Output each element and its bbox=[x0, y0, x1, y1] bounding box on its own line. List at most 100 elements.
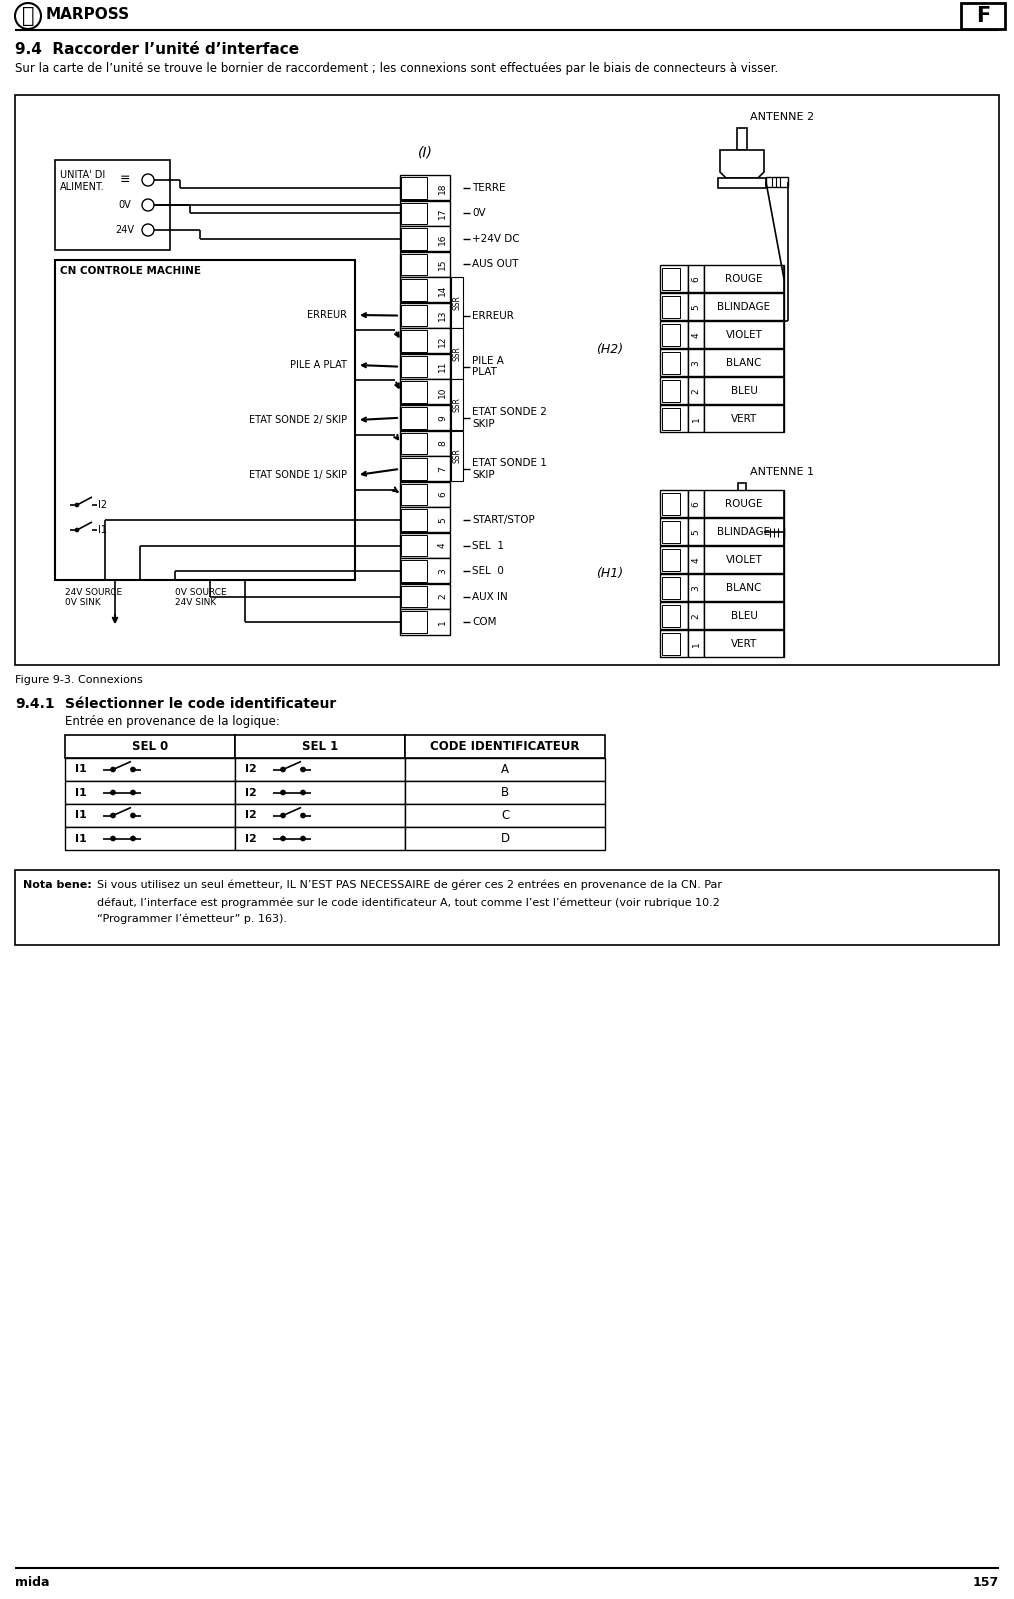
Bar bbox=[401, 305, 427, 326]
Bar bbox=[65, 827, 235, 851]
Text: 1: 1 bbox=[692, 641, 701, 648]
Circle shape bbox=[300, 812, 305, 819]
Bar bbox=[704, 630, 784, 657]
Bar bbox=[451, 277, 463, 328]
Circle shape bbox=[111, 768, 116, 772]
Bar bbox=[401, 229, 427, 249]
Bar bbox=[662, 492, 680, 515]
Bar bbox=[660, 574, 689, 601]
Bar bbox=[689, 489, 704, 516]
Text: 17: 17 bbox=[438, 208, 447, 219]
Bar bbox=[660, 489, 689, 516]
Bar bbox=[704, 489, 784, 516]
Bar bbox=[704, 265, 784, 293]
Text: Si vous utilisez un seul émetteur, IL N’EST PAS NECESSAIRE de gérer ces 2 entrée: Si vous utilisez un seul émetteur, IL N’… bbox=[97, 879, 722, 891]
Text: 11: 11 bbox=[438, 361, 447, 373]
Text: 13: 13 bbox=[438, 310, 447, 321]
Text: 15: 15 bbox=[438, 259, 447, 270]
Text: 24V SOURCE
0V SINK: 24V SOURCE 0V SINK bbox=[65, 588, 122, 608]
Circle shape bbox=[142, 198, 154, 211]
Circle shape bbox=[15, 3, 41, 29]
Text: SSR: SSR bbox=[452, 448, 461, 464]
Bar bbox=[704, 321, 784, 349]
Circle shape bbox=[111, 836, 116, 841]
Bar bbox=[400, 532, 450, 558]
Bar bbox=[689, 518, 704, 545]
Bar bbox=[55, 261, 355, 580]
Text: I2: I2 bbox=[245, 764, 257, 774]
Text: défaut, l’interface est programmée sur le code identificateur A, tout comme l’es: défaut, l’interface est programmée sur l… bbox=[97, 897, 720, 908]
Circle shape bbox=[75, 504, 79, 507]
Text: ETAT SONDE 1
SKIP: ETAT SONDE 1 SKIP bbox=[472, 457, 547, 480]
Text: 2: 2 bbox=[692, 612, 701, 619]
Bar bbox=[401, 203, 427, 224]
Text: 5: 5 bbox=[692, 529, 701, 536]
Circle shape bbox=[300, 790, 305, 795]
Bar bbox=[400, 379, 450, 405]
Text: ERREUR: ERREUR bbox=[472, 310, 514, 320]
Bar bbox=[662, 604, 680, 627]
Bar bbox=[401, 560, 427, 582]
Text: 0V: 0V bbox=[472, 208, 486, 219]
Bar bbox=[660, 377, 689, 405]
Bar bbox=[766, 177, 788, 187]
Text: ETAT SONDE 2
SKIP: ETAT SONDE 2 SKIP bbox=[472, 408, 547, 429]
Bar bbox=[401, 457, 427, 480]
Text: BLINDAGE: BLINDAGE bbox=[718, 528, 771, 537]
Bar bbox=[400, 328, 450, 353]
Bar bbox=[400, 353, 450, 379]
Bar bbox=[660, 518, 689, 545]
Bar bbox=[401, 483, 427, 505]
Bar bbox=[689, 601, 704, 628]
Bar bbox=[704, 293, 784, 320]
Text: 2: 2 bbox=[438, 593, 447, 600]
Bar bbox=[737, 128, 747, 150]
Text: PILE A
PLAT: PILE A PLAT bbox=[472, 357, 504, 377]
Text: 1: 1 bbox=[692, 416, 701, 422]
Text: B: B bbox=[501, 787, 509, 800]
Text: 16: 16 bbox=[438, 233, 447, 245]
Text: (H2): (H2) bbox=[596, 342, 624, 355]
Circle shape bbox=[111, 790, 116, 795]
Bar bbox=[401, 357, 427, 377]
Bar bbox=[401, 611, 427, 633]
Text: (H1): (H1) bbox=[596, 568, 624, 580]
Text: A: A bbox=[501, 763, 509, 776]
Text: ERREUR: ERREUR bbox=[307, 310, 347, 320]
Text: 5: 5 bbox=[438, 516, 447, 523]
Text: (I): (I) bbox=[418, 146, 432, 158]
Bar bbox=[764, 528, 784, 537]
Text: ALIMENT.: ALIMENT. bbox=[60, 182, 104, 192]
Bar bbox=[660, 601, 689, 628]
Text: I2: I2 bbox=[98, 500, 107, 510]
Bar bbox=[720, 529, 764, 537]
Bar bbox=[400, 302, 450, 328]
Text: 3: 3 bbox=[438, 568, 447, 574]
Text: 9.4.1: 9.4.1 bbox=[15, 697, 55, 712]
Text: I1: I1 bbox=[75, 764, 87, 774]
Text: 6: 6 bbox=[438, 491, 447, 497]
Bar bbox=[662, 381, 680, 401]
Text: ≡: ≡ bbox=[120, 174, 130, 187]
Bar bbox=[662, 577, 680, 600]
Text: SEL 1: SEL 1 bbox=[302, 740, 338, 753]
Text: SSR: SSR bbox=[452, 347, 461, 361]
Text: 18: 18 bbox=[438, 182, 447, 193]
Text: 4: 4 bbox=[692, 556, 701, 563]
Text: Entrée en provenance de la logique:: Entrée en provenance de la logique: bbox=[65, 715, 280, 728]
Bar bbox=[662, 408, 680, 430]
Text: 1: 1 bbox=[438, 619, 447, 625]
Text: MARPOSS: MARPOSS bbox=[46, 6, 130, 22]
Bar bbox=[689, 405, 704, 432]
Bar bbox=[961, 3, 1005, 29]
Text: ROUGE: ROUGE bbox=[725, 499, 763, 508]
Text: I2: I2 bbox=[245, 833, 257, 844]
Bar bbox=[704, 405, 784, 432]
Circle shape bbox=[131, 790, 136, 795]
Bar bbox=[400, 558, 450, 584]
Circle shape bbox=[111, 812, 116, 819]
Text: 14: 14 bbox=[438, 285, 447, 296]
Bar bbox=[400, 481, 450, 507]
Bar bbox=[689, 545, 704, 572]
Bar bbox=[689, 630, 704, 657]
